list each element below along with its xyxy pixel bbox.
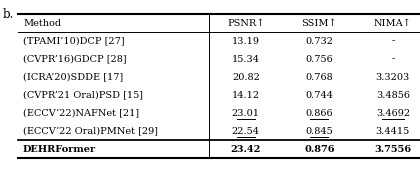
Text: (ICRA’20)SDDE [17]: (ICRA’20)SDDE [17] bbox=[23, 73, 123, 81]
Text: NIMA↑: NIMA↑ bbox=[374, 18, 412, 27]
Text: PSNR↑: PSNR↑ bbox=[227, 18, 265, 27]
Text: 3.4415: 3.4415 bbox=[376, 127, 410, 136]
Text: 13.19: 13.19 bbox=[232, 36, 260, 46]
Text: 15.34: 15.34 bbox=[232, 55, 260, 64]
Text: 14.12: 14.12 bbox=[232, 90, 260, 99]
Text: 22.54: 22.54 bbox=[232, 127, 260, 136]
Text: 0.732: 0.732 bbox=[305, 36, 333, 46]
Text: b.: b. bbox=[3, 8, 14, 21]
Text: 20.82: 20.82 bbox=[232, 73, 260, 81]
Text: Method: Method bbox=[23, 18, 61, 27]
Text: (CVPR’21 Oral)PSD [15]: (CVPR’21 Oral)PSD [15] bbox=[23, 90, 143, 99]
Text: 23.01: 23.01 bbox=[232, 108, 260, 118]
Text: (TPAMI’10)DCP [27]: (TPAMI’10)DCP [27] bbox=[23, 36, 125, 46]
Text: -: - bbox=[391, 55, 394, 64]
Text: 3.4692: 3.4692 bbox=[376, 108, 410, 118]
Text: SSIM↑: SSIM↑ bbox=[302, 18, 337, 27]
Text: -: - bbox=[391, 36, 394, 46]
Text: 0.756: 0.756 bbox=[305, 55, 333, 64]
Text: 0.845: 0.845 bbox=[305, 127, 333, 136]
Text: (ECCV’22)NAFNet [21]: (ECCV’22)NAFNet [21] bbox=[23, 108, 139, 118]
Text: 23.42: 23.42 bbox=[231, 145, 261, 153]
Text: 0.866: 0.866 bbox=[305, 108, 333, 118]
Text: (ECCV’22 Oral)PMNet [29]: (ECCV’22 Oral)PMNet [29] bbox=[23, 127, 158, 136]
Text: 0.768: 0.768 bbox=[305, 73, 333, 81]
Text: (CVPR’16)GDCP [28]: (CVPR’16)GDCP [28] bbox=[23, 55, 126, 64]
Text: 0.876: 0.876 bbox=[304, 145, 335, 153]
Text: 3.3203: 3.3203 bbox=[376, 73, 410, 81]
Text: 3.4856: 3.4856 bbox=[376, 90, 410, 99]
Text: 3.7556: 3.7556 bbox=[374, 145, 412, 153]
Text: DEHRFormer: DEHRFormer bbox=[23, 145, 96, 153]
Text: 0.744: 0.744 bbox=[305, 90, 333, 99]
